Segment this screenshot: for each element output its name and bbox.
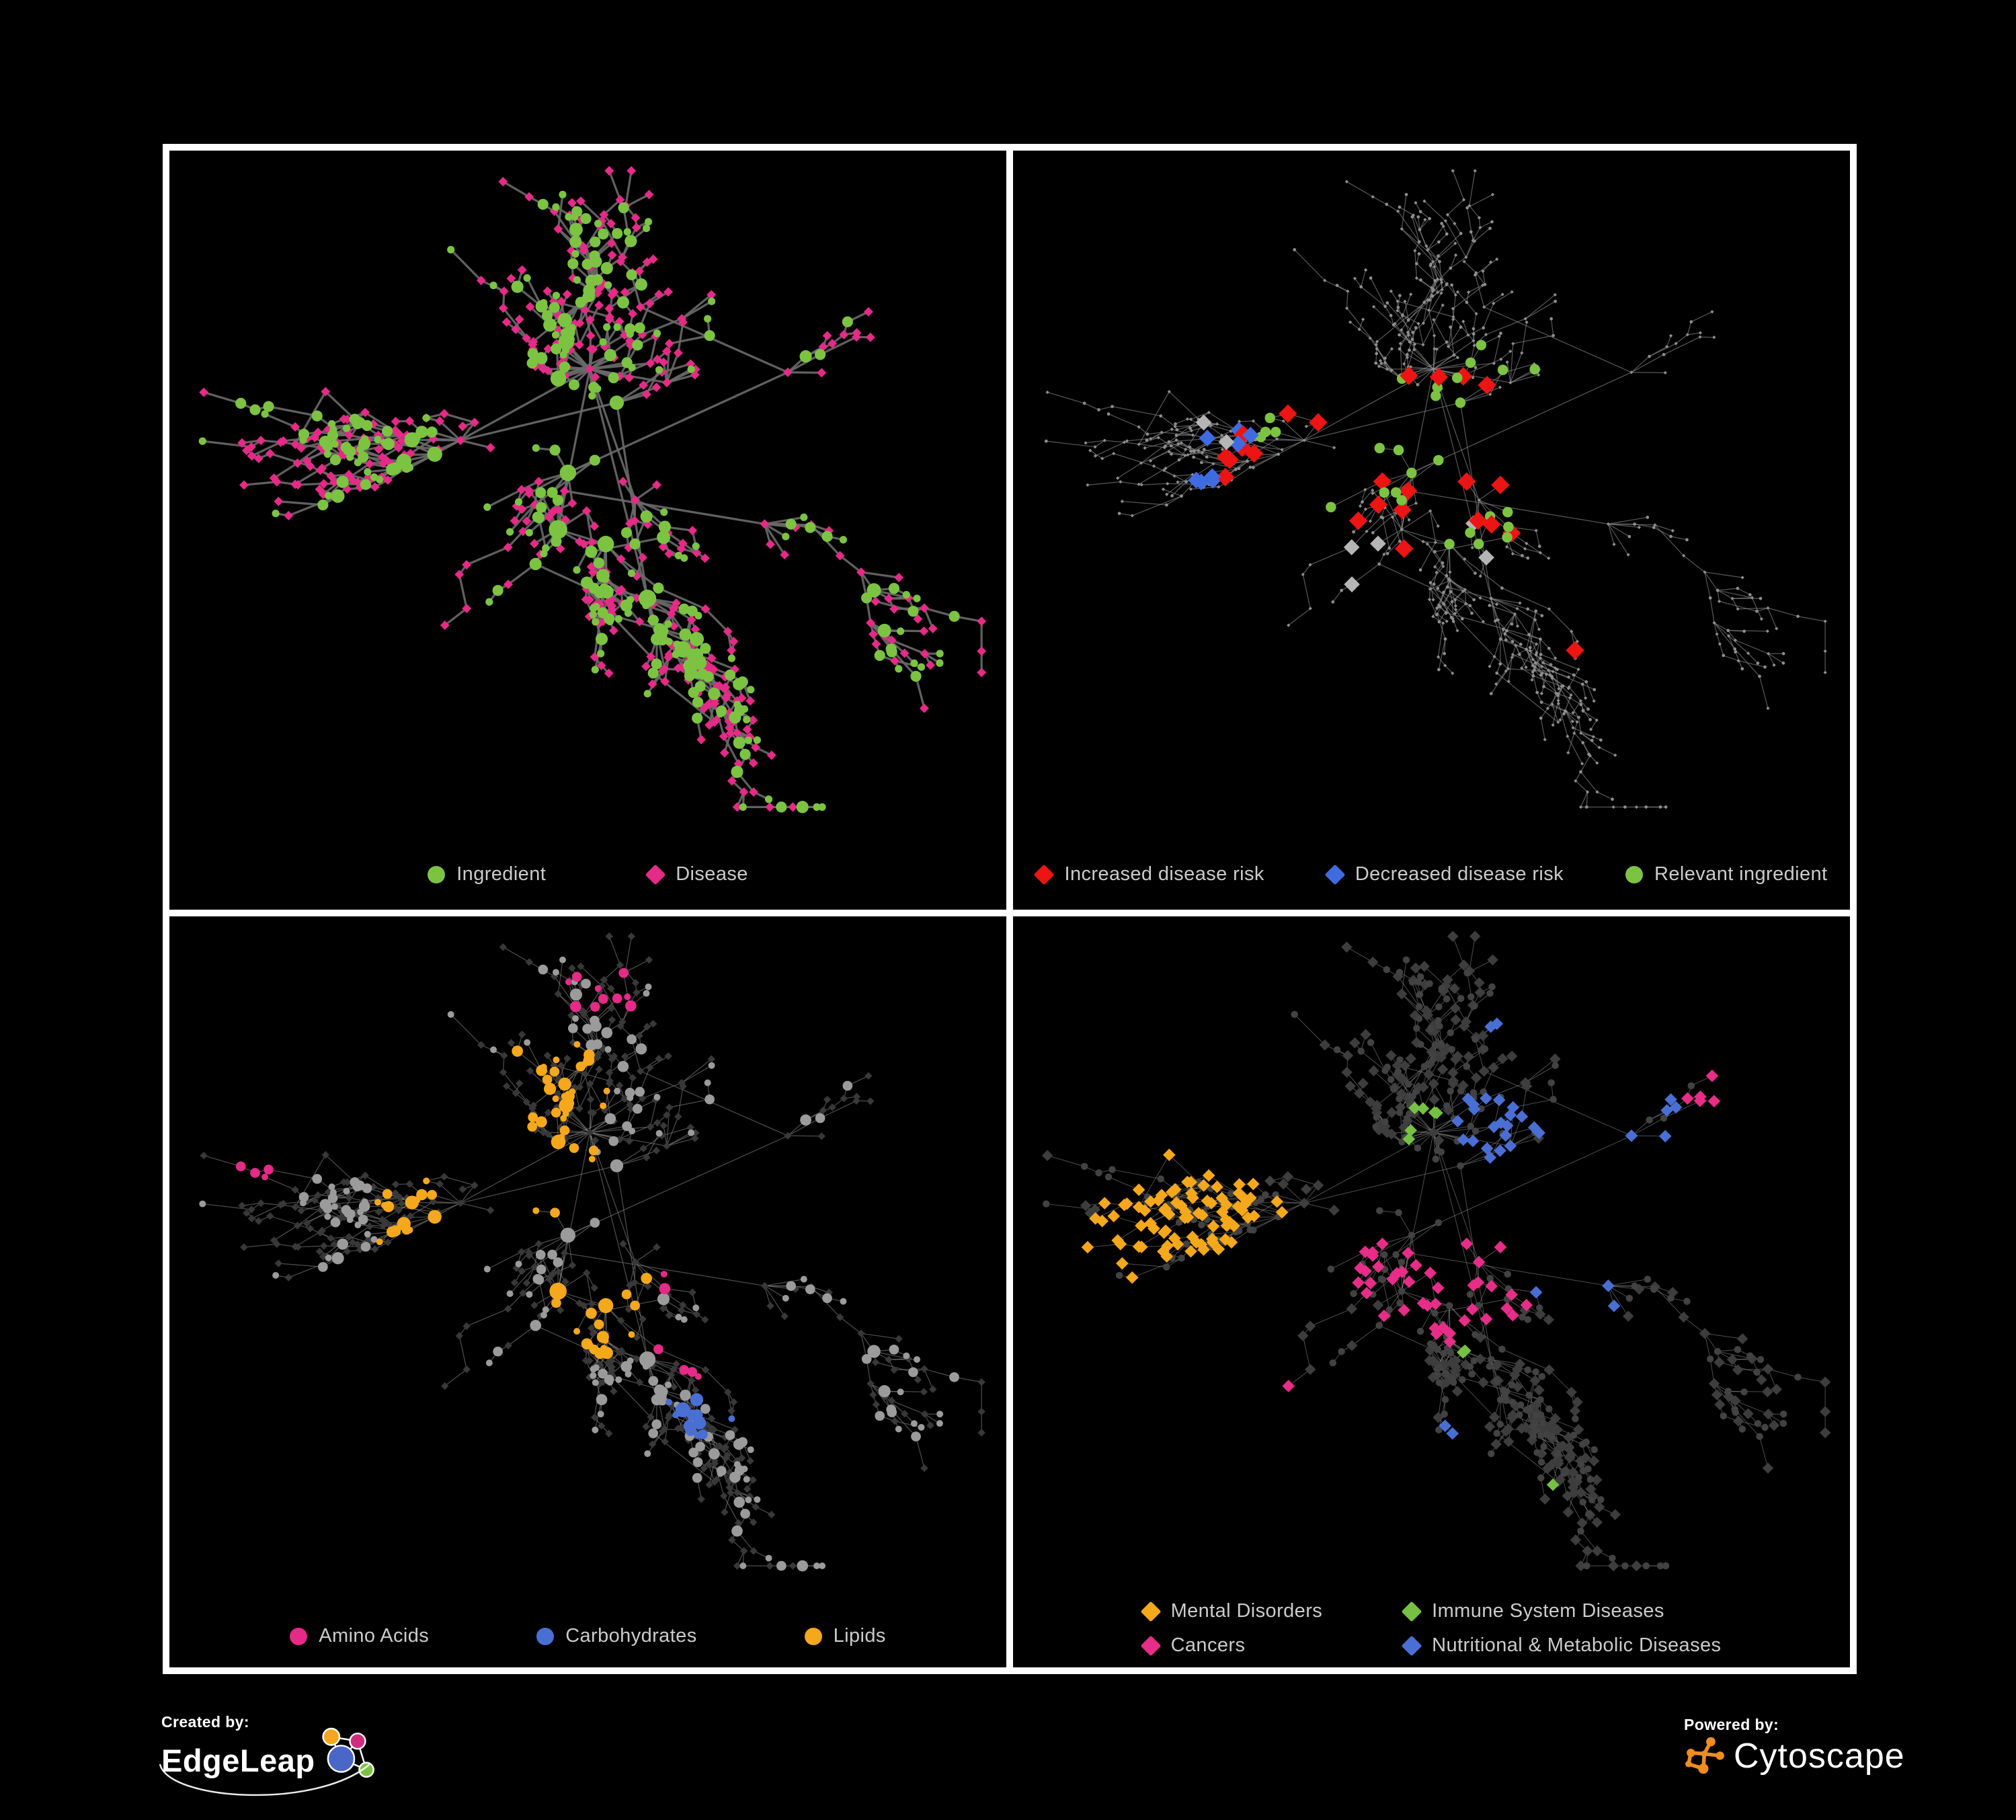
ingredient-disease-network-graph: [198, 165, 987, 814]
panel-grid: Ingredient Disease Increased disease risk…: [163, 144, 1857, 1674]
diamond-marker: [1401, 1601, 1422, 1622]
nutrient-class-network-graph: [199, 932, 985, 1572]
nutrient-class-legend: Amino Acids Carbohydrates Lipids: [169, 1625, 1006, 1647]
legend-item-disease: Disease: [645, 863, 748, 885]
panel-nutrient-classes: Amino Acids Carbohydrates Lipids: [169, 916, 1006, 1667]
diamond-marker: [1034, 864, 1055, 885]
legend-item-mental-disorders: Mental Disorders: [1140, 1600, 1323, 1622]
legend-label: Carbohydrates: [565, 1625, 697, 1647]
disease-risk-network-graph: [1044, 169, 1827, 809]
cytoscape-credit: Powered by: Cytoscape: [1684, 1716, 1905, 1777]
legend-label: Ingredient: [456, 863, 547, 885]
legend-item-decreased-disease-risk: Decreased disease risk: [1324, 863, 1564, 885]
powered-by-label: Powered by:: [1684, 1716, 1779, 1733]
legend-item-amino-acids: Amino Acids: [290, 1625, 429, 1647]
circle-marker: [290, 1627, 308, 1645]
panel-disease-risk: Increased disease risk Decreased disease …: [1013, 151, 1850, 910]
diamond-marker: [1140, 1601, 1162, 1622]
legend-label: Disease: [676, 863, 748, 885]
legend-label: Lipids: [833, 1625, 886, 1647]
cytoscape-wordmark: Cytoscape: [1734, 1737, 1905, 1776]
legend-label: Cancers: [1170, 1634, 1246, 1656]
edgeleap-wordmark: EdgeLeap: [161, 1742, 315, 1778]
legend-item-increased-disease-risk: Increased disease risk: [1034, 863, 1264, 885]
ingredient-disease-legend: Ingredient Disease: [169, 863, 1006, 885]
edgeleap-logo-icon: [321, 1727, 374, 1778]
legend-label: Immune System Diseases: [1432, 1600, 1664, 1622]
disease-class-legend: Mental Disorders Immune System Diseases Ca…: [1013, 1600, 1850, 1657]
legend-label: Mental Disorders: [1170, 1600, 1323, 1622]
legend-label: Relevant ingredient: [1654, 863, 1828, 885]
legend-item-ingredient: Ingredient: [428, 863, 546, 885]
diamond-marker: [1401, 1635, 1422, 1656]
legend-item-nutritional-metabolic-diseases: Nutritional & Metabolic Diseases: [1401, 1634, 1722, 1657]
circle-marker: [804, 1627, 822, 1645]
diamond-marker: [1140, 1635, 1162, 1656]
legend-label: Decreased disease risk: [1355, 863, 1564, 885]
legend-label: Amino Acids: [319, 1625, 430, 1647]
circle-marker: [536, 1627, 555, 1645]
edgeleap-credit: Created by: EdgeLeap: [159, 1713, 417, 1796]
legend-item-cancers: Cancers: [1140, 1634, 1246, 1657]
legend-item-lipids: Lipids: [804, 1625, 886, 1647]
panel-ingredient-disease: Ingredient Disease: [169, 151, 1006, 910]
legend-item-immune-system-diseases: Immune System Diseases: [1401, 1600, 1664, 1622]
legend-item-relevant-ingredient: Relevant ingredient: [1625, 863, 1827, 885]
cytoscape-logo-icon: [1685, 1737, 1724, 1774]
disease-class-network-graph: [1041, 931, 1831, 1572]
legend-label: Increased disease risk: [1064, 863, 1264, 885]
diamond-marker: [1324, 864, 1346, 885]
disease-risk-legend: Increased disease risk Decreased disease …: [1013, 863, 1850, 885]
legend-label: Nutritional & Metabolic Diseases: [1432, 1634, 1722, 1656]
legend-item-carbohydrates: Carbohydrates: [536, 1625, 696, 1647]
circle-marker: [1625, 865, 1644, 883]
panel-disease-classes: Mental Disorders Immune System Diseases Ca…: [1013, 916, 1850, 1667]
created-by-label: Created by:: [161, 1713, 249, 1731]
diamond-marker: [645, 864, 666, 885]
circle-marker: [428, 865, 446, 883]
